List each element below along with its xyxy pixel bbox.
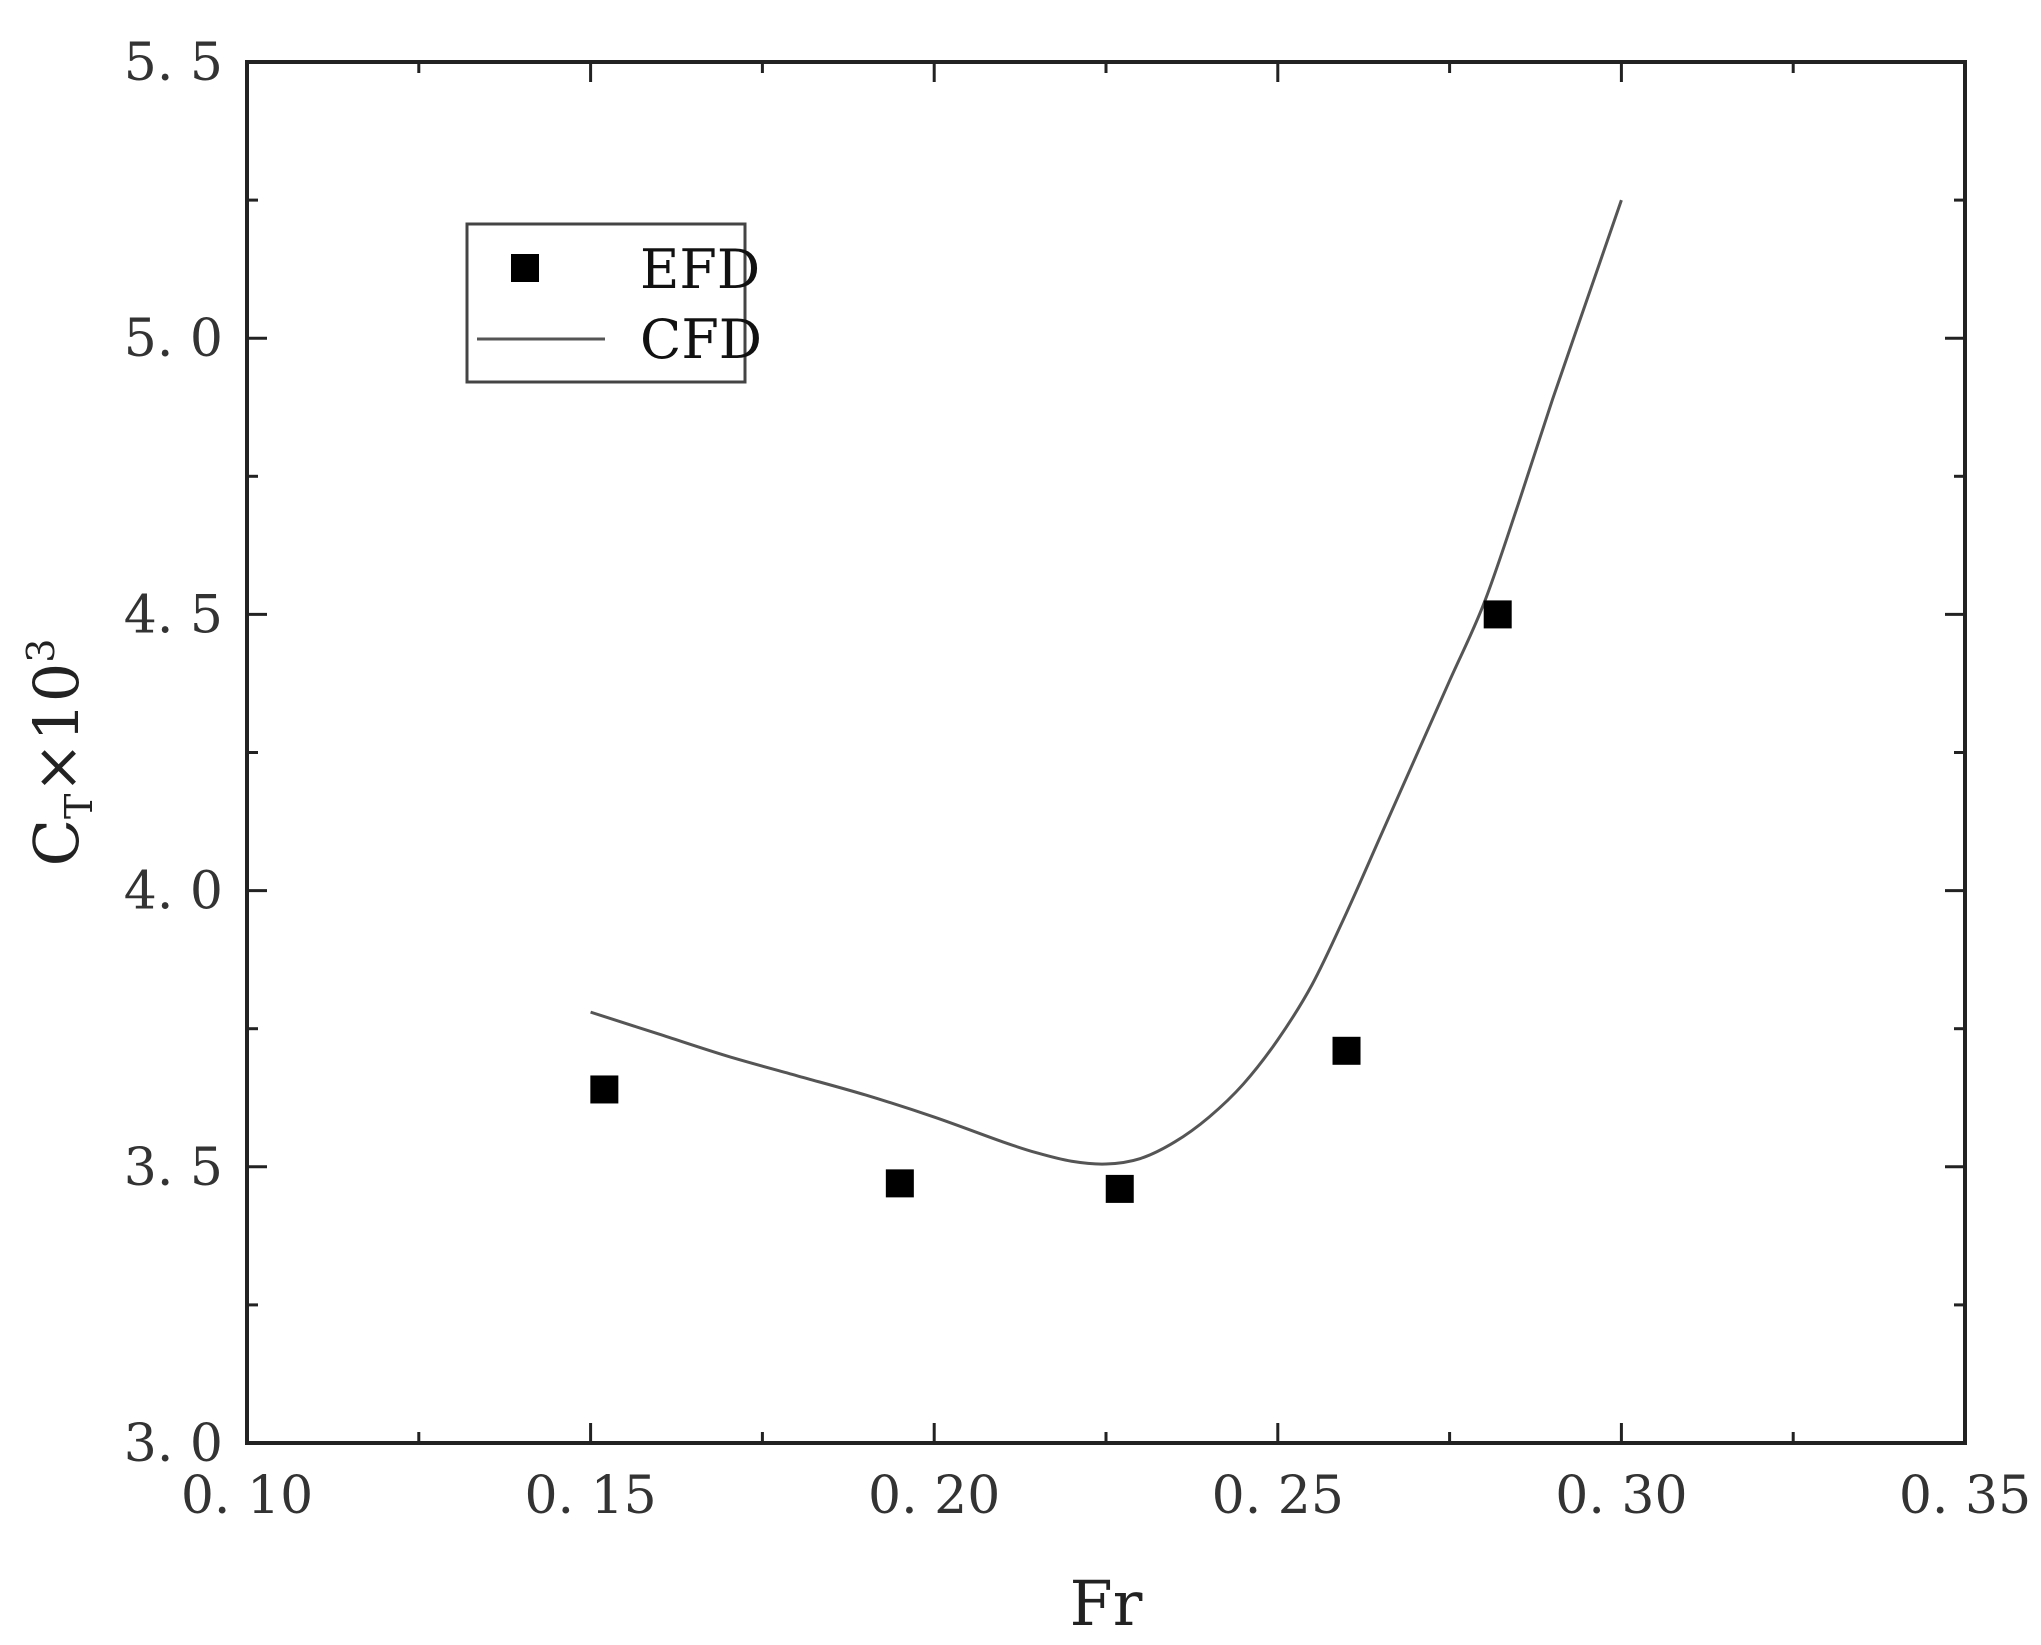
data-point-efd	[1105, 1174, 1134, 1203]
y-tick-label: 4. 5	[124, 585, 223, 645]
data-point-efd	[1332, 1036, 1361, 1065]
legend-box	[465, 222, 747, 384]
legend-label-cfd: CFD	[640, 308, 762, 371]
data-point-efd	[590, 1075, 619, 1104]
legend-marker-efd	[511, 254, 539, 282]
x-tick-label: 0. 35	[1899, 1466, 2031, 1526]
data-series	[590, 199, 1623, 1203]
axis-ticks	[245, 60, 1967, 1445]
axis-tick-labels: 0. 10 0. 15 0. 20 0. 25 0. 30 0. 35 3. 0 3. 5 4.…	[124, 33, 2031, 1526]
legend-label-efd: EFD	[640, 238, 760, 301]
y-tick-label: 5. 5	[124, 33, 223, 93]
data-point-efd	[1483, 600, 1512, 629]
x-tick-label: 0. 25	[1212, 1466, 1344, 1526]
y-tick-label: 3. 5	[124, 1138, 223, 1198]
series-line-cfd	[590, 199, 1623, 1166]
y-axis-label-subscript: T	[57, 794, 101, 819]
x-tick-label: 0. 30	[1555, 1466, 1687, 1526]
y-tick-label: 3. 0	[124, 1414, 223, 1474]
y-tick-label: 5. 0	[124, 309, 223, 369]
y-axis-label-power-base: 10	[20, 663, 93, 742]
data-point-efd	[885, 1169, 914, 1198]
x-tick-label: 0. 10	[181, 1466, 313, 1526]
y-axis-label-superscript: 3	[19, 639, 63, 663]
y-axis-label-times: ×	[20, 742, 93, 794]
y-axis-label-base: C	[20, 819, 93, 866]
y-axis-label: CT×103	[19, 639, 101, 867]
y-tick-label: 4. 0	[124, 862, 223, 922]
x-tick-label: 0. 20	[868, 1466, 1000, 1526]
x-axis-label: Fr	[1070, 1567, 1143, 1640]
x-tick-label: 0. 15	[524, 1466, 656, 1526]
legend: EFD CFD	[465, 222, 762, 384]
